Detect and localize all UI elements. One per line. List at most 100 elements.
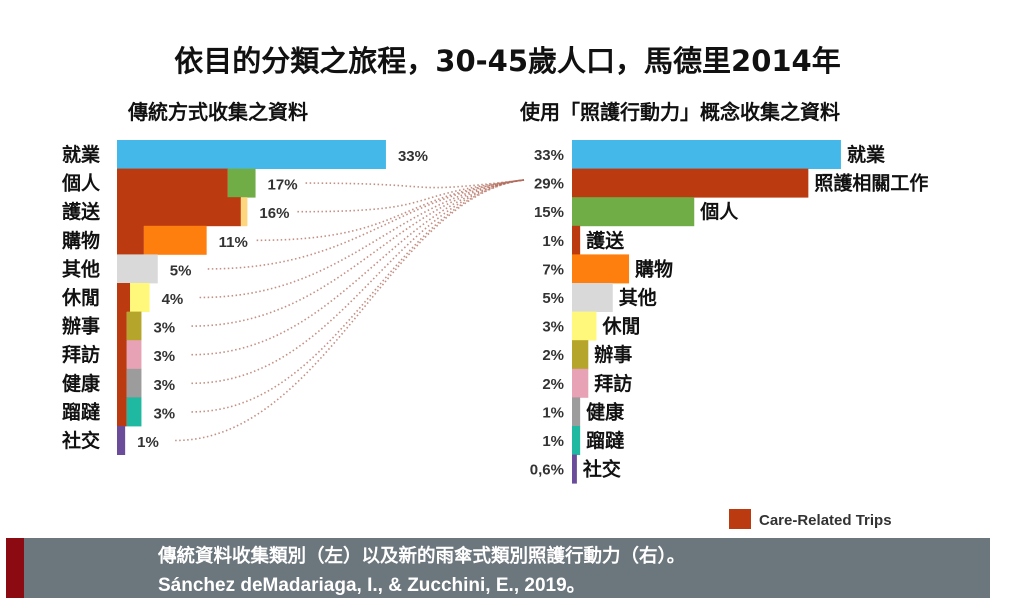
connector-curve — [175, 179, 525, 442]
left-value-label: 17% — [268, 177, 298, 194]
right-category-label: 護送 — [586, 229, 625, 252]
connector-curve — [191, 179, 525, 327]
right-value-label: 2% — [542, 376, 564, 393]
connector-lines — [175, 179, 525, 442]
left-bar-care-segment — [117, 311, 127, 341]
right-value-label: 29% — [534, 176, 564, 193]
left-bar-care-segment — [117, 340, 127, 370]
chart-canvas: 就業 33% 個人 17% 護送 16% 購物 11% 其他 5% 休閒 4% 辦事 3% 拜訪 3% 健康 3%… — [61, 140, 928, 529]
left-bar-care-segment — [117, 397, 127, 427]
left-category-label: 拜訪 — [62, 343, 100, 366]
right-category-label: 社交 — [582, 458, 621, 481]
right-bar-chart: 33% 就業 29% 照護相關工作 15% 個人 1% 護送 7% 購物 5% 其他 3% 休閒 2% 辦事 2… — [530, 140, 928, 484]
left-category-label: 護送 — [62, 200, 101, 223]
right-category-label: 購物 — [635, 257, 673, 280]
right-bar — [572, 311, 597, 341]
right-bar — [572, 426, 581, 455]
right-bar — [572, 197, 695, 227]
left-value-label: 4% — [162, 291, 184, 308]
right-chart-subtitle: 使用「照護行動力」概念收集之資料 — [520, 100, 840, 124]
left-category-label: 休閒 — [61, 287, 100, 309]
connector-curve — [256, 179, 525, 242]
right-bar — [572, 340, 589, 370]
left-value-label: 5% — [170, 262, 192, 279]
right-category-label: 個人 — [699, 201, 739, 223]
right-category-label: 健康 — [586, 400, 625, 423]
legend: Care-Related Trips — [729, 509, 892, 529]
caption-line-1: 傳統資料收集類別（左）以及新的雨傘式類別照護行動力（右）。 — [158, 546, 686, 567]
right-bar — [572, 368, 589, 398]
right-value-label: 2% — [542, 347, 564, 364]
right-value-label: 1% — [542, 433, 564, 450]
left-category-label: 其他 — [62, 257, 100, 280]
right-category-label: 就業 — [847, 143, 886, 166]
left-bar — [143, 225, 207, 255]
left-bar — [240, 197, 248, 227]
connector-curve — [191, 179, 525, 385]
left-bar-chart: 就業 33% 個人 17% 護送 16% 購物 11% 其他 5% 休閒 4% 辦事 3% 拜訪 3% 健康 3%… — [61, 140, 428, 455]
left-bar-care-segment — [117, 368, 127, 398]
left-value-label: 3% — [153, 348, 175, 365]
left-chart-subtitle: 傳統方式收集之資料 — [128, 100, 308, 124]
connector-curve — [191, 179, 525, 356]
caption-line-2: Sánchez deMadariaga, I., & Zucchini, E.,… — [158, 575, 586, 596]
right-bar — [572, 454, 577, 484]
left-category-label: 社交 — [61, 429, 100, 452]
left-bar — [117, 426, 126, 455]
left-category-label: 辦事 — [62, 315, 100, 338]
left-bar — [126, 311, 142, 341]
right-category-label: 其他 — [619, 286, 657, 309]
right-value-label: 33% — [534, 147, 564, 164]
right-value-label: 15% — [534, 204, 564, 221]
right-value-label: 5% — [542, 290, 564, 307]
left-bar-care-segment — [117, 197, 241, 227]
right-category-label: 休閒 — [601, 316, 640, 338]
left-bar — [130, 283, 150, 312]
left-value-label: 33% — [398, 148, 428, 165]
legend-label-care-related: Care-Related Trips — [759, 512, 892, 529]
left-bar — [126, 397, 142, 427]
left-bar — [227, 168, 256, 198]
left-bar — [126, 368, 142, 398]
left-category-label: 購物 — [62, 229, 100, 252]
right-category-label: 照護相關工作 — [814, 172, 928, 195]
right-category-label: 辦事 — [594, 343, 632, 366]
right-bar — [572, 225, 581, 255]
right-category-label: 拜訪 — [594, 372, 632, 395]
left-bar — [117, 254, 158, 284]
left-category-label: 蹓躂 — [62, 400, 100, 423]
right-bar — [572, 140, 841, 169]
left-category-label: 健康 — [62, 372, 101, 395]
left-category-label: 就業 — [62, 143, 101, 166]
connector-curve — [297, 179, 525, 213]
left-bar — [126, 340, 142, 370]
left-value-label: 3% — [153, 320, 175, 337]
right-value-label: 1% — [542, 233, 564, 250]
right-value-label: 3% — [542, 319, 564, 336]
right-category-label: 蹓躂 — [586, 429, 624, 452]
right-bar — [572, 397, 581, 427]
right-value-label: 0,6% — [530, 462, 564, 479]
right-bar — [572, 168, 809, 198]
left-value-label: 16% — [259, 205, 289, 222]
right-value-label: 1% — [542, 404, 564, 421]
left-bar-care-segment — [117, 283, 131, 312]
left-bar-care-segment — [117, 168, 228, 198]
left-value-label: 1% — [137, 434, 159, 451]
left-value-label: 11% — [219, 234, 248, 251]
left-bar-care-segment — [117, 225, 144, 255]
right-bar — [572, 283, 613, 312]
left-value-label: 3% — [153, 405, 175, 422]
connector-curve — [305, 179, 525, 189]
chart-title: 依目的分類之旅程，30-45歲人口，馬德里2014年 — [174, 44, 841, 78]
caption-accent-bar — [6, 538, 24, 598]
left-bar — [117, 140, 386, 169]
left-value-label: 3% — [153, 377, 175, 394]
caption-box: 傳統資料收集類別（左）以及新的雨傘式類別照護行動力（右）。 Sánchez de… — [6, 538, 990, 598]
right-bar — [572, 254, 630, 284]
right-value-label: 7% — [542, 261, 564, 278]
connector-curve — [199, 179, 525, 299]
connector-curve — [191, 179, 525, 413]
left-category-label: 個人 — [61, 173, 101, 195]
legend-swatch-care-related — [729, 509, 751, 529]
